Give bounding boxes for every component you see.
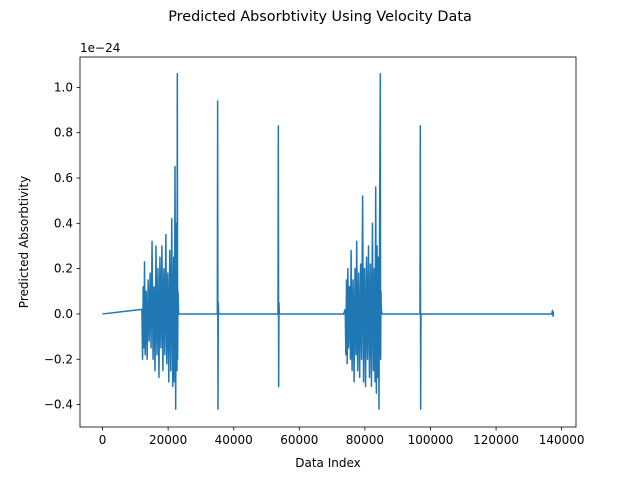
x-tick-label: 60000 bbox=[280, 433, 318, 447]
line-series bbox=[102, 73, 555, 410]
y-offset-label: 1e−24 bbox=[80, 41, 120, 55]
y-tick-label: 0.6 bbox=[54, 171, 73, 185]
x-tick-label: 100000 bbox=[408, 433, 454, 447]
x-tick-label: 0 bbox=[99, 433, 107, 447]
x-tick-label: 80000 bbox=[346, 433, 384, 447]
y-tick-label: 0.0 bbox=[54, 307, 73, 321]
x-tick-label: 40000 bbox=[215, 433, 253, 447]
chart-title: Predicted Absorbtivity Using Velocity Da… bbox=[168, 9, 472, 25]
axes-frame bbox=[79, 56, 577, 428]
x-tick-label: 20000 bbox=[149, 433, 187, 447]
y-tick-label: −0.4 bbox=[44, 398, 73, 412]
y-tick-label: 1.0 bbox=[54, 80, 73, 94]
y-tick-label: 0.4 bbox=[54, 216, 73, 230]
y-tick-label: 0.2 bbox=[54, 262, 73, 276]
x-tick-label: 140000 bbox=[539, 433, 585, 447]
y-axis-label: Predicted Absorbtivity bbox=[17, 176, 31, 308]
y-tick-label: 0.8 bbox=[54, 126, 73, 140]
x-axis-label: Data Index bbox=[295, 456, 361, 470]
x-tick-label: 120000 bbox=[473, 433, 519, 447]
y-tick-label: −0.2 bbox=[44, 352, 73, 366]
